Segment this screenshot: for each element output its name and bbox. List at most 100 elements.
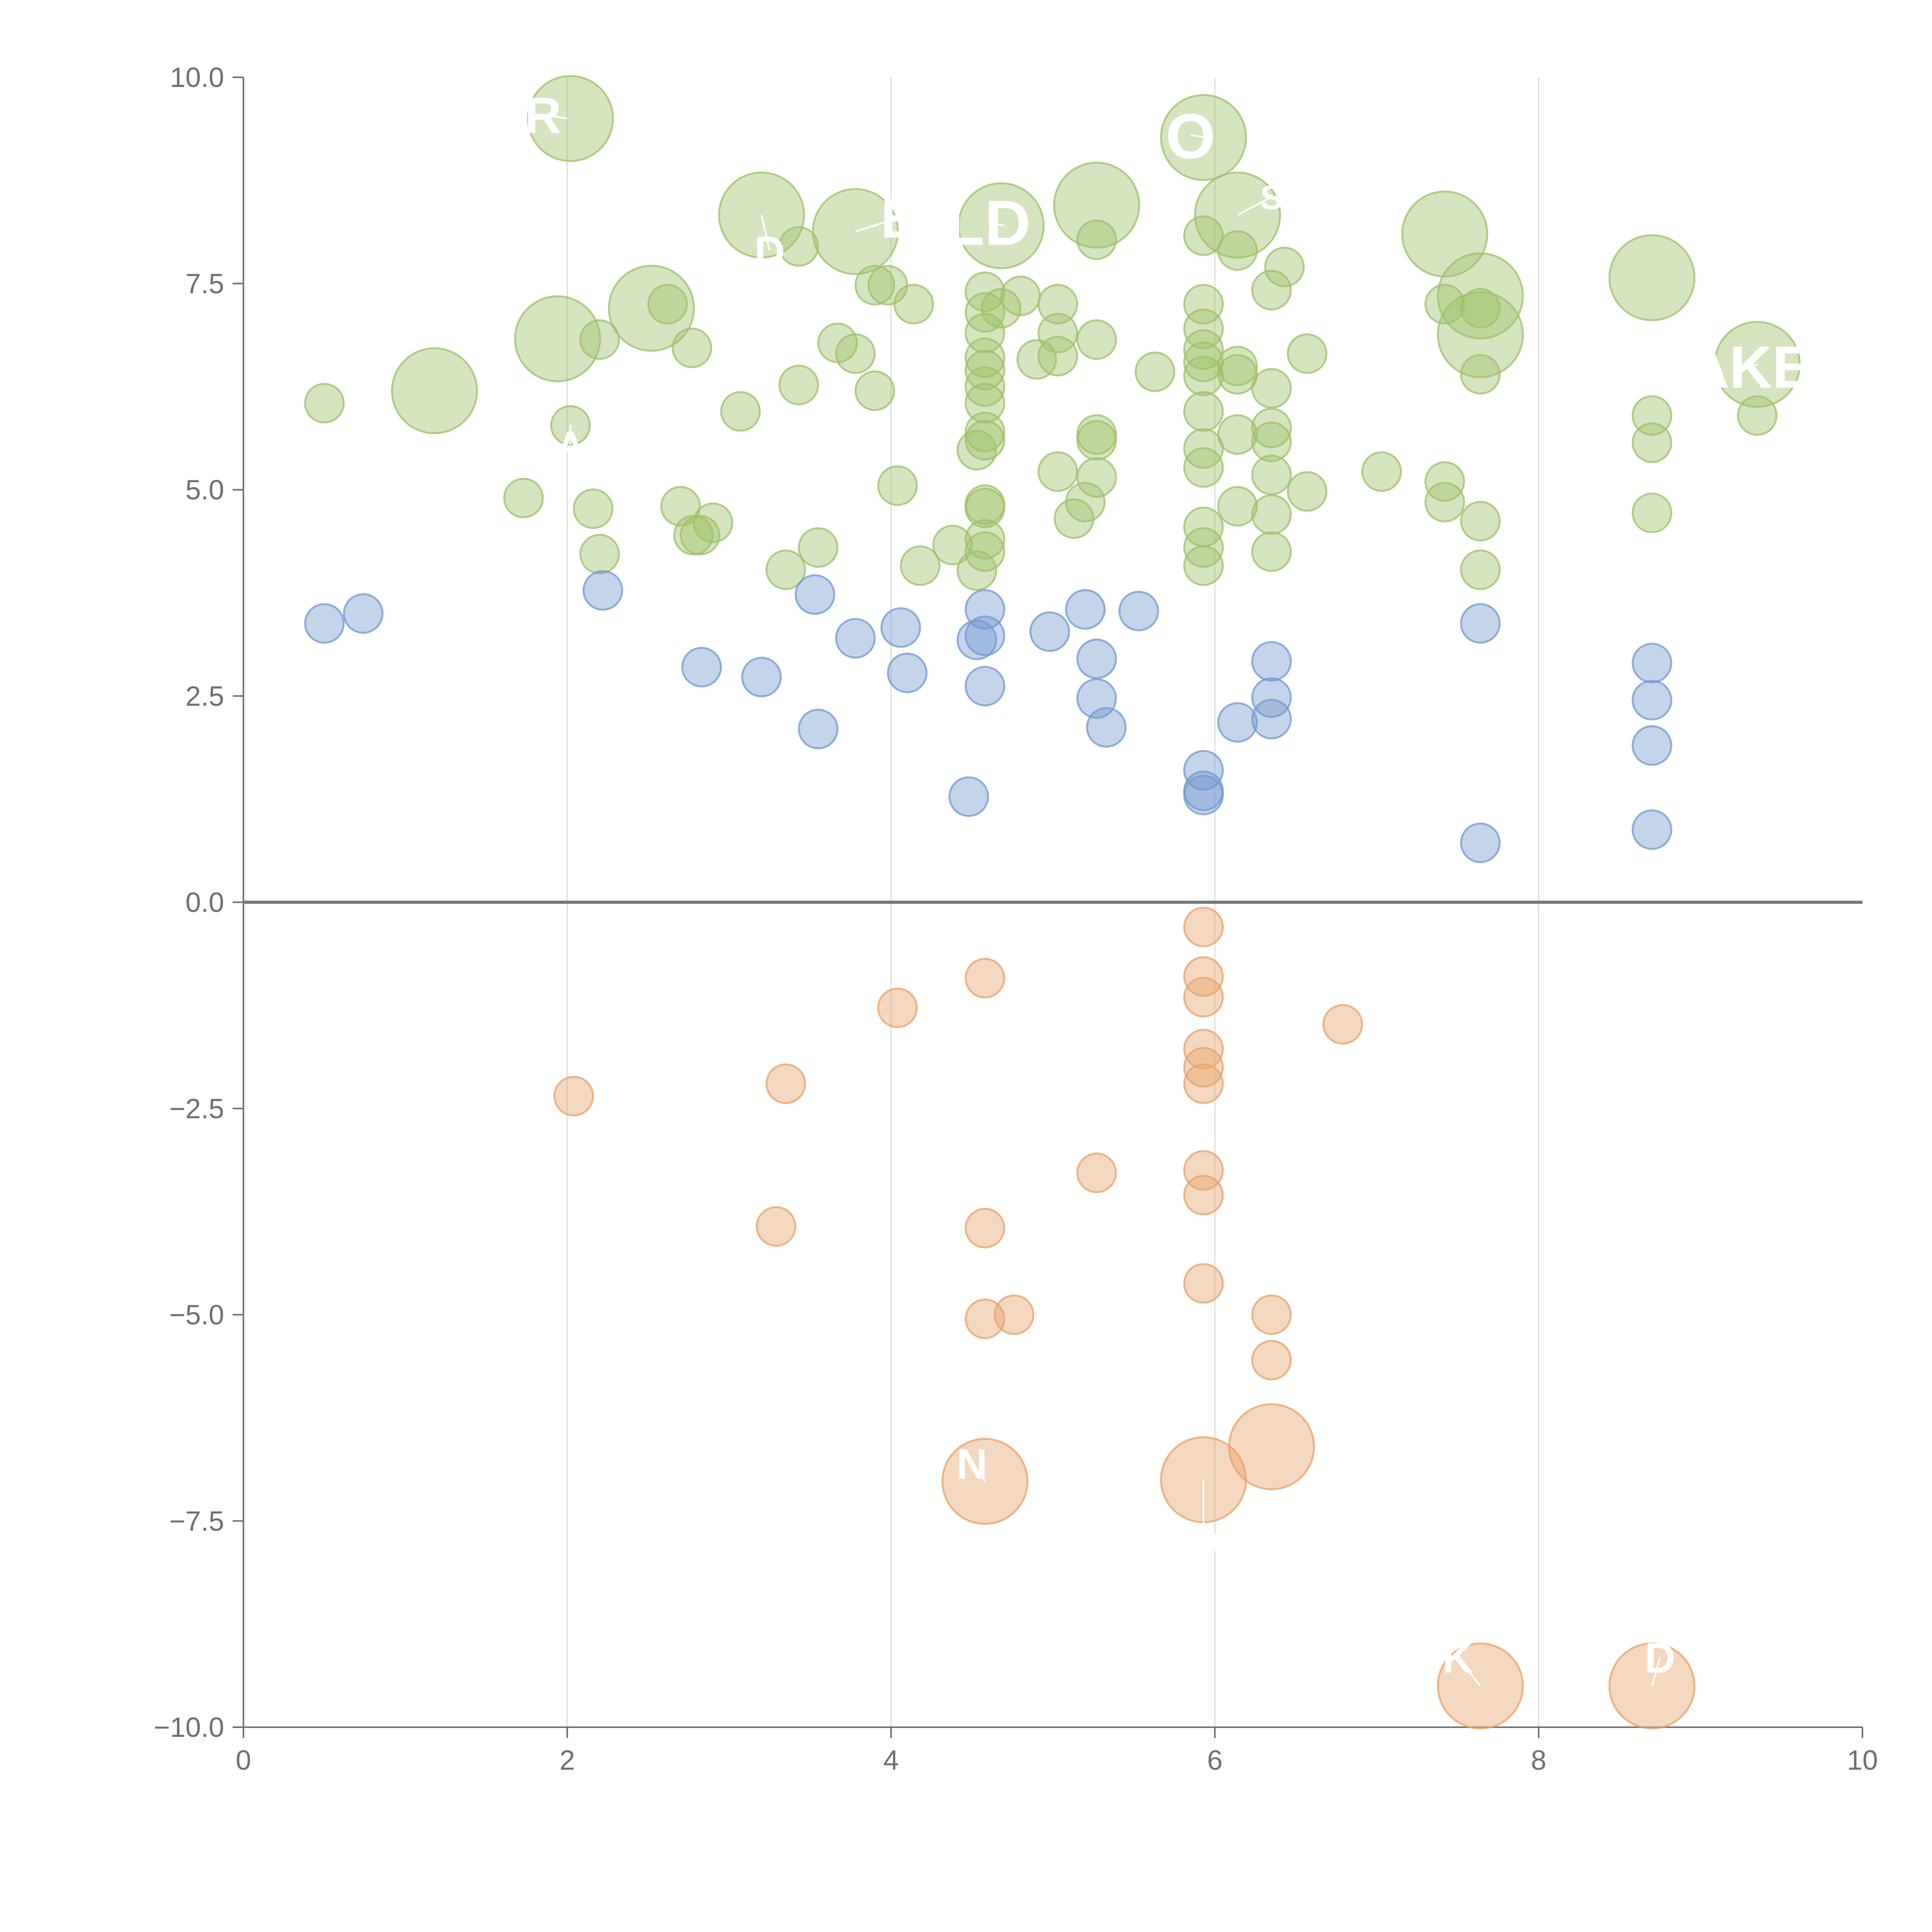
data-point-blue (835, 618, 876, 659)
data-point-blue (1251, 677, 1292, 718)
data-point-green (503, 478, 544, 519)
x-tick-label: 4 (883, 1745, 899, 1776)
data-point-orange (553, 1076, 594, 1117)
point-label: E (881, 188, 917, 250)
data-point-green (1251, 270, 1292, 311)
data-point-green (854, 265, 895, 306)
point-label: S (1260, 179, 1283, 217)
data-point-green (304, 383, 345, 423)
data-point-green (1217, 414, 1258, 455)
data-point-blue (964, 666, 1005, 707)
data-point-orange (1183, 1263, 1224, 1304)
data-point-green (1460, 288, 1501, 329)
data-point-green (1183, 545, 1224, 586)
x-tick-label: 2 (560, 1745, 575, 1776)
data-point-green (1183, 215, 1224, 256)
point-label: N (957, 1440, 987, 1488)
data-point-orange (1183, 1175, 1224, 1216)
label-leader-line (1749, 364, 1758, 367)
data-point-green (1424, 284, 1465, 325)
data-point-blue (1460, 822, 1501, 863)
data-point-green (1264, 247, 1305, 287)
data-point-green (893, 284, 934, 325)
data-point-blue (1076, 638, 1117, 679)
data-point-orange (1183, 1029, 1224, 1070)
data-point-blue (1251, 699, 1292, 740)
data-point-green (527, 75, 614, 162)
data-point-green (1287, 333, 1328, 374)
data-point-green (1287, 471, 1328, 512)
data-point-blue (948, 776, 989, 817)
data-point-green (1361, 451, 1402, 492)
data-point-green (1037, 284, 1078, 325)
data-point-green (1053, 162, 1140, 249)
point-label: R (524, 87, 561, 144)
data-point-blue (887, 652, 928, 693)
data-point-green (1460, 549, 1501, 590)
point-labels: R O E LD D S AKE A N D K D (524, 87, 1812, 1687)
y-tick-label: −2.5 (169, 1094, 224, 1124)
data-point-green (1460, 354, 1501, 395)
label-leader-line (1457, 1656, 1481, 1687)
data-point-green (1217, 486, 1258, 527)
data-point-green (981, 288, 1022, 329)
data-point-blue (1460, 603, 1501, 644)
data-point-green (798, 527, 838, 568)
data-point-blue (1118, 590, 1159, 631)
x-tick-label: 0 (236, 1745, 251, 1776)
data-point-blue (741, 656, 782, 697)
data-point-blue (1065, 589, 1106, 630)
data-points (304, 75, 1801, 1730)
data-point-orange (1183, 1063, 1224, 1104)
data-point-green (1251, 454, 1292, 495)
data-point-green (956, 430, 997, 471)
data-point-orange (964, 957, 1005, 998)
data-point-green (1183, 308, 1224, 349)
data-point-green (964, 313, 1005, 354)
data-point-green (1251, 494, 1292, 535)
data-point-green (1065, 482, 1106, 523)
y-tick-label: 7.5 (185, 269, 224, 299)
data-point-orange (1183, 906, 1224, 947)
y-tick-label: −10.0 (154, 1712, 224, 1743)
data-point-green (964, 337, 1005, 378)
data-point-green (1460, 501, 1501, 542)
data-point-orange (756, 1206, 797, 1247)
label-leader-line (543, 114, 568, 119)
x-tick-label: 8 (1531, 1745, 1546, 1776)
data-point-green (964, 383, 1005, 423)
data-point-green (1217, 230, 1258, 271)
data-point-green (964, 519, 1005, 560)
data-point-green (1737, 395, 1778, 436)
data-point-blue (304, 603, 345, 644)
data-point-blue (1183, 774, 1224, 815)
point-label: K (1442, 1634, 1473, 1682)
data-point-green (932, 525, 973, 566)
data-point-blue (964, 615, 1005, 656)
data-point-green (1076, 219, 1117, 260)
data-point-green (720, 391, 761, 432)
data-point-green (608, 265, 695, 352)
data-point-green (964, 487, 1005, 528)
data-point-green (835, 333, 876, 374)
data-point-green (672, 327, 713, 368)
data-point-blue (582, 570, 623, 611)
data-point-green (1076, 457, 1117, 498)
data-point-green (680, 515, 721, 556)
data-point-blue (681, 647, 722, 688)
y-tick-label: −7.5 (169, 1506, 224, 1537)
data-point-green (778, 364, 819, 405)
data-point-blue (1217, 702, 1258, 743)
label-leader-line (1237, 196, 1272, 216)
data-point-green (765, 549, 806, 590)
data-point-orange (877, 987, 918, 1028)
data-point-orange (993, 1294, 1034, 1335)
data-point-blue (1631, 725, 1672, 766)
data-point-green (1037, 451, 1078, 492)
data-point-green (964, 366, 1005, 407)
point-label: D (1188, 1519, 1219, 1566)
data-point-green (964, 271, 1005, 312)
data-point-green (1437, 291, 1524, 378)
point-label: D (754, 228, 785, 275)
